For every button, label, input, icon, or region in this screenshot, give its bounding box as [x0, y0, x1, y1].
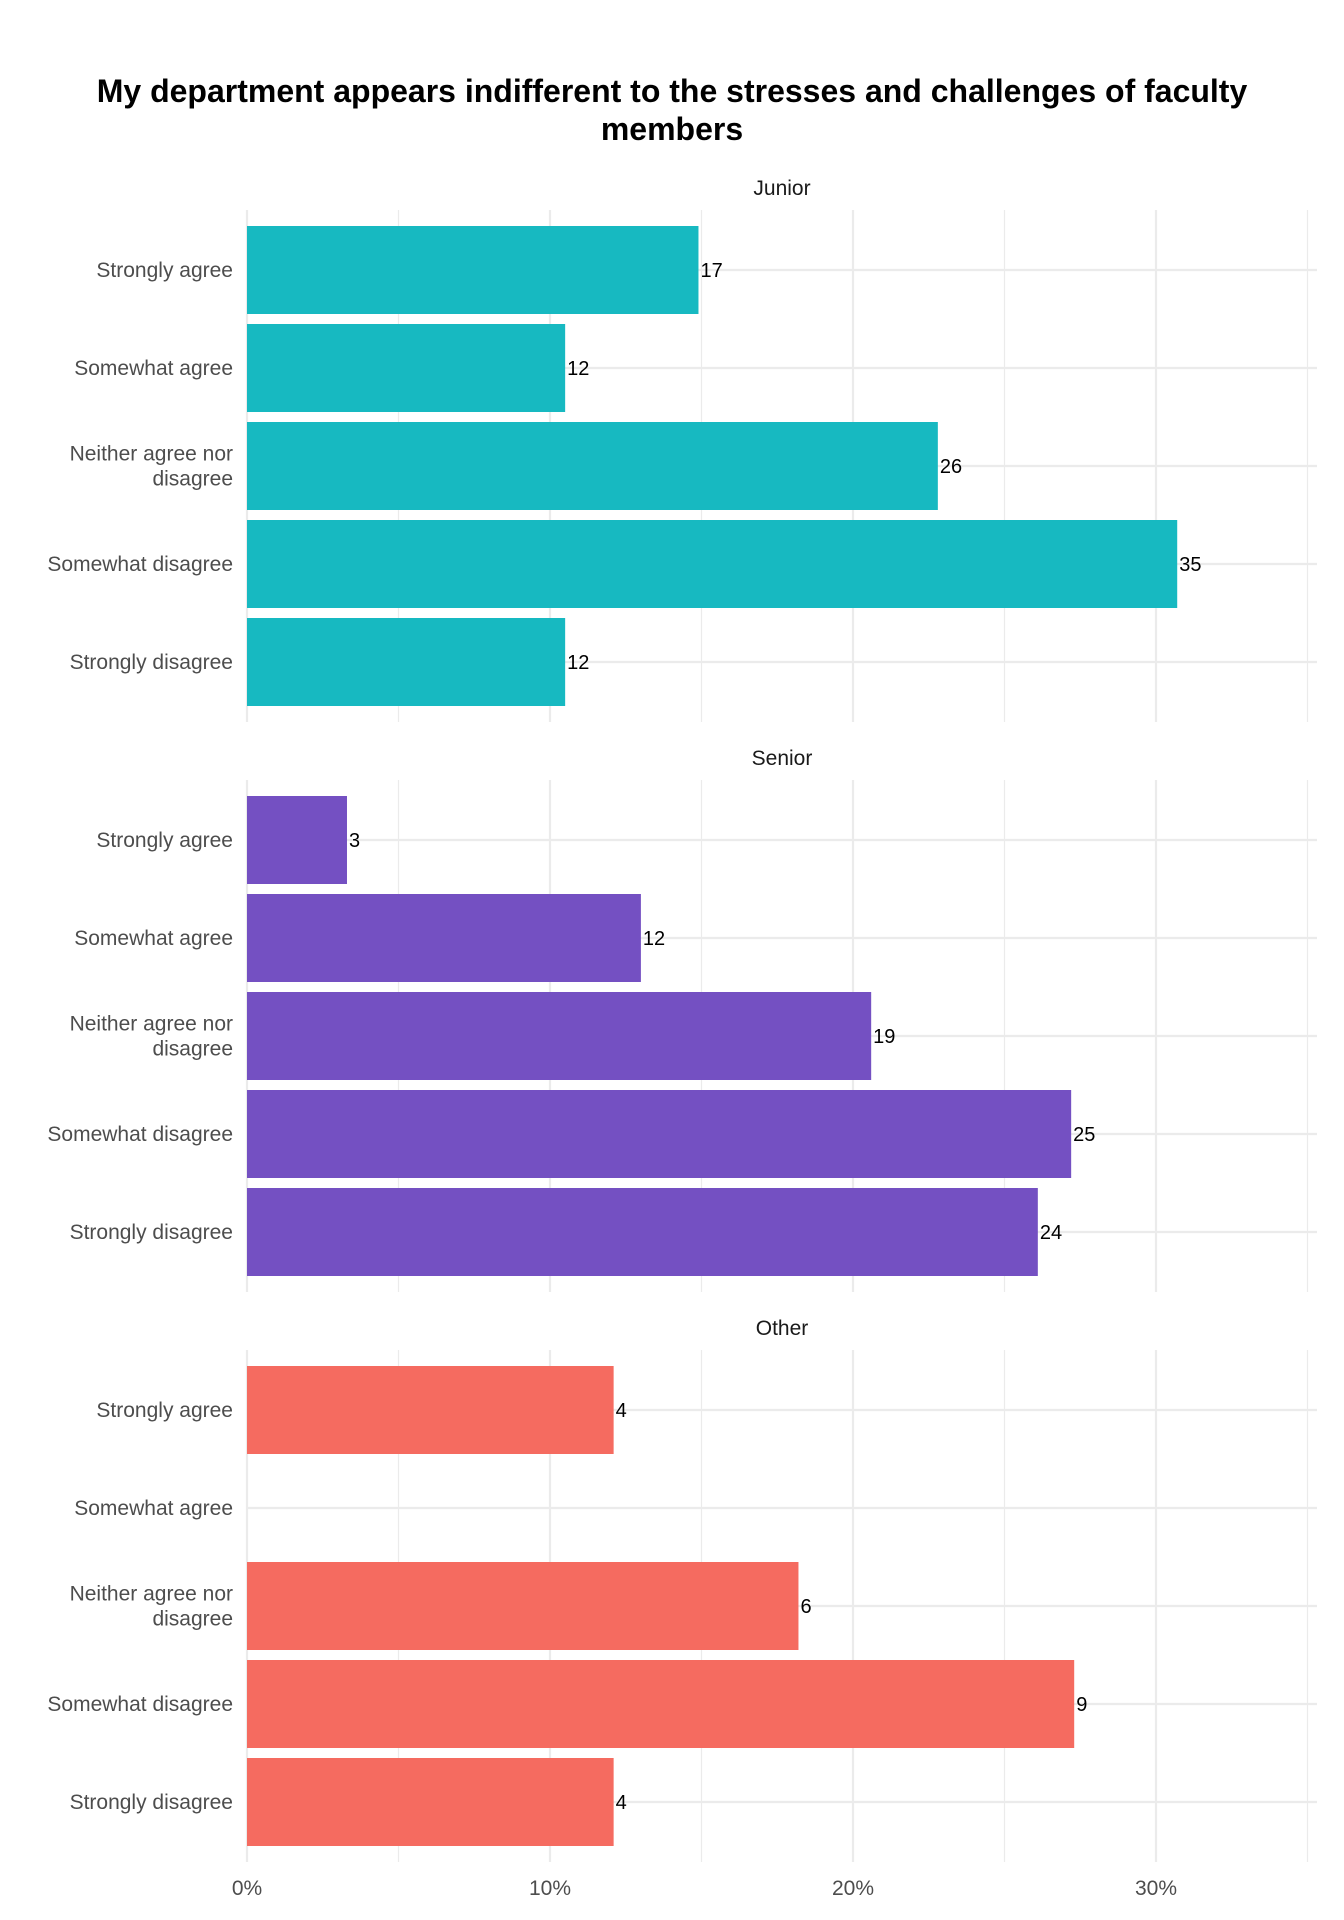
category-label: disagree — [152, 468, 233, 491]
value-label: 4 — [616, 1792, 627, 1814]
bar-senior-1 — [247, 894, 641, 982]
category-label: Somewhat disagree — [47, 1693, 233, 1716]
value-label: 35 — [1179, 554, 1201, 576]
category-label: Somewhat disagree — [47, 1123, 233, 1146]
bar-other-2 — [247, 1562, 799, 1650]
value-label: 9 — [1076, 1694, 1087, 1716]
category-label: disagree — [152, 1038, 233, 1061]
bar-senior-2 — [247, 992, 872, 1080]
category-label: disagree — [152, 1608, 233, 1631]
bar-other-4 — [247, 1758, 614, 1846]
bar-junior-3 — [247, 520, 1178, 608]
value-label: 3 — [349, 830, 360, 852]
bar-senior-3 — [247, 1090, 1072, 1178]
category-label: Strongly agree — [96, 1399, 233, 1422]
bar-senior-0 — [247, 796, 347, 884]
facet-label-junior: Junior — [753, 177, 810, 200]
x-tick-label: 10% — [529, 1877, 571, 1900]
category-label: Strongly disagree — [70, 651, 233, 674]
category-label: Strongly disagree — [70, 1791, 233, 1814]
category-label: Somewhat disagree — [47, 553, 233, 576]
chart-title: My department appears indifferent to the… — [0, 72, 1344, 148]
value-label: 12 — [567, 652, 589, 674]
value-label: 4 — [616, 1400, 627, 1422]
bar-senior-4 — [247, 1188, 1038, 1276]
chart-title-line-1: My department appears indifferent to the… — [96, 73, 1248, 109]
category-label: Somewhat agree — [74, 1497, 233, 1520]
chart-title-line-2: members — [600, 111, 744, 147]
bar-junior-1 — [247, 324, 566, 412]
category-label: Strongly agree — [96, 829, 233, 852]
value-label: 25 — [1073, 1124, 1095, 1146]
value-label: 17 — [700, 260, 722, 282]
category-label: Strongly agree — [96, 259, 233, 282]
category-label: Somewhat agree — [74, 357, 233, 380]
bar-junior-4 — [247, 618, 566, 706]
bar-other-3 — [247, 1660, 1075, 1748]
category-label: Neither agree nor — [70, 1013, 233, 1036]
value-label: 12 — [643, 928, 665, 950]
category-label: Strongly disagree — [70, 1221, 233, 1244]
bar-junior-0 — [247, 226, 699, 314]
value-label: 26 — [940, 456, 962, 478]
x-tick-label: 0% — [232, 1877, 262, 1900]
category-label: Somewhat agree — [74, 927, 233, 950]
value-label: 6 — [800, 1596, 811, 1618]
value-label: 19 — [873, 1026, 895, 1048]
bar-other-0 — [247, 1366, 614, 1454]
facet-label-other: Other — [756, 1317, 809, 1340]
x-tick-label: 30% — [1135, 1877, 1177, 1900]
facet-label-senior: Senior — [752, 747, 813, 770]
x-tick-label: 20% — [832, 1877, 874, 1900]
value-label: 24 — [1040, 1222, 1062, 1244]
category-label: Neither agree nor — [70, 1583, 233, 1606]
value-label: 12 — [567, 358, 589, 380]
category-label: Neither agree nor — [70, 443, 233, 466]
bar-junior-2 — [247, 422, 938, 510]
